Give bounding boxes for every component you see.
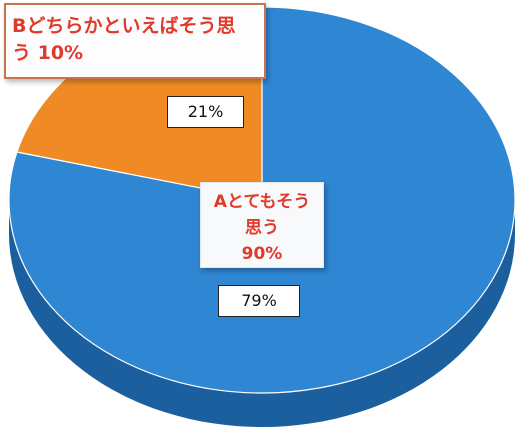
data-label-a: 79% xyxy=(218,285,300,317)
callout-b: Bどちらかといえばそう思 う 10% xyxy=(4,3,266,79)
data-label-b: 21% xyxy=(167,96,244,128)
callout-b-line1: Bどちらかといえばそう思 xyxy=(12,15,236,37)
callout-a-line2: 思う xyxy=(245,218,279,238)
callout-a: Aとてもそう 思う 90% xyxy=(200,182,324,268)
callout-a-percent: 90% xyxy=(241,244,283,264)
pie-side-0 xyxy=(9,200,515,427)
callout-a-line1: Aとてもそう xyxy=(213,192,311,212)
callout-b-line2: う 10% xyxy=(12,42,84,64)
